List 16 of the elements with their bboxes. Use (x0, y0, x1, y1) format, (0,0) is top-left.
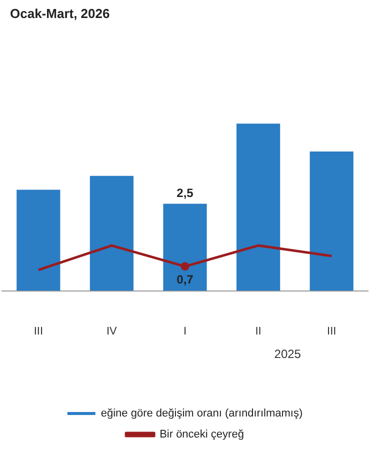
legend-label: Bir önceki çeyreğ (160, 428, 244, 441)
chart-title: Ocak-Mart, 2026 (10, 6, 110, 21)
data-label: 2,5 (176, 186, 194, 200)
x-tick-label: I (183, 325, 187, 338)
x-tick-label: III (327, 325, 336, 338)
bar (310, 151, 354, 291)
bar (163, 204, 207, 291)
text: 2025 (274, 347, 302, 362)
x-tick-label: II (255, 325, 262, 338)
data-label: 0,7 (176, 272, 194, 287)
bar (16, 190, 60, 291)
x-tick-label: IV (106, 325, 118, 338)
bar (236, 124, 280, 291)
legend-label: eğine göre değişim oranı (arındırılmamış) (100, 408, 303, 420)
x-tick-label: III (34, 325, 43, 338)
bar (90, 176, 134, 291)
